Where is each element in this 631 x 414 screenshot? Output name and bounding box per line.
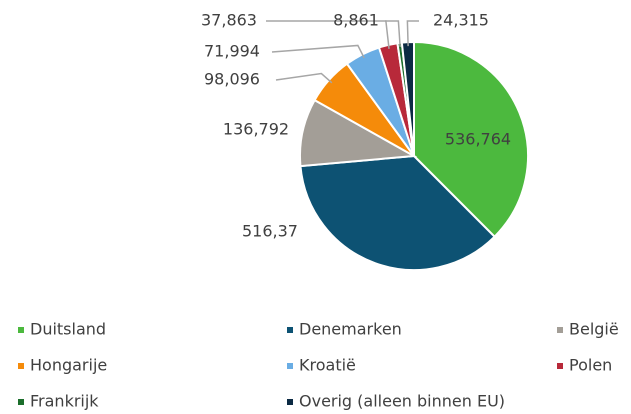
data-label: 536,764: [445, 130, 511, 149]
data-label: 71,994: [204, 42, 260, 61]
pie-slice: [413, 40, 529, 239]
legend-swatch: [557, 363, 563, 369]
legend-swatch: [18, 399, 24, 405]
legend-swatch: [18, 363, 24, 369]
legend-swatch: [557, 327, 563, 333]
legend-label: Overig (alleen binnen EU): [299, 392, 505, 411]
legend-label: Kroatië: [299, 356, 356, 375]
data-label: 37,863: [201, 11, 257, 30]
leader-line: [271, 44, 365, 59]
legend-label: Polen: [569, 356, 612, 375]
data-label: 8,861: [333, 11, 379, 30]
legend-swatch: [18, 327, 24, 333]
data-label: 24,315: [433, 11, 489, 30]
legend-swatch: [287, 363, 293, 369]
leader-line: [275, 72, 333, 84]
data-label: 98,096: [204, 70, 260, 89]
legend-swatch: [287, 399, 293, 405]
legend-label: Denemarken: [299, 320, 402, 339]
legend-label: Hongarije: [30, 356, 107, 375]
legend-label: Duitsland: [30, 320, 106, 339]
pie-slice: [299, 154, 496, 271]
legend-label: Frankrijk: [30, 392, 99, 411]
data-label: 516,37: [242, 222, 298, 241]
leader-line: [406, 20, 419, 47]
legend-label: België: [569, 320, 619, 339]
legend-swatch: [287, 327, 293, 333]
leader-line: [385, 20, 401, 47]
data-label: 136,792: [223, 120, 289, 139]
